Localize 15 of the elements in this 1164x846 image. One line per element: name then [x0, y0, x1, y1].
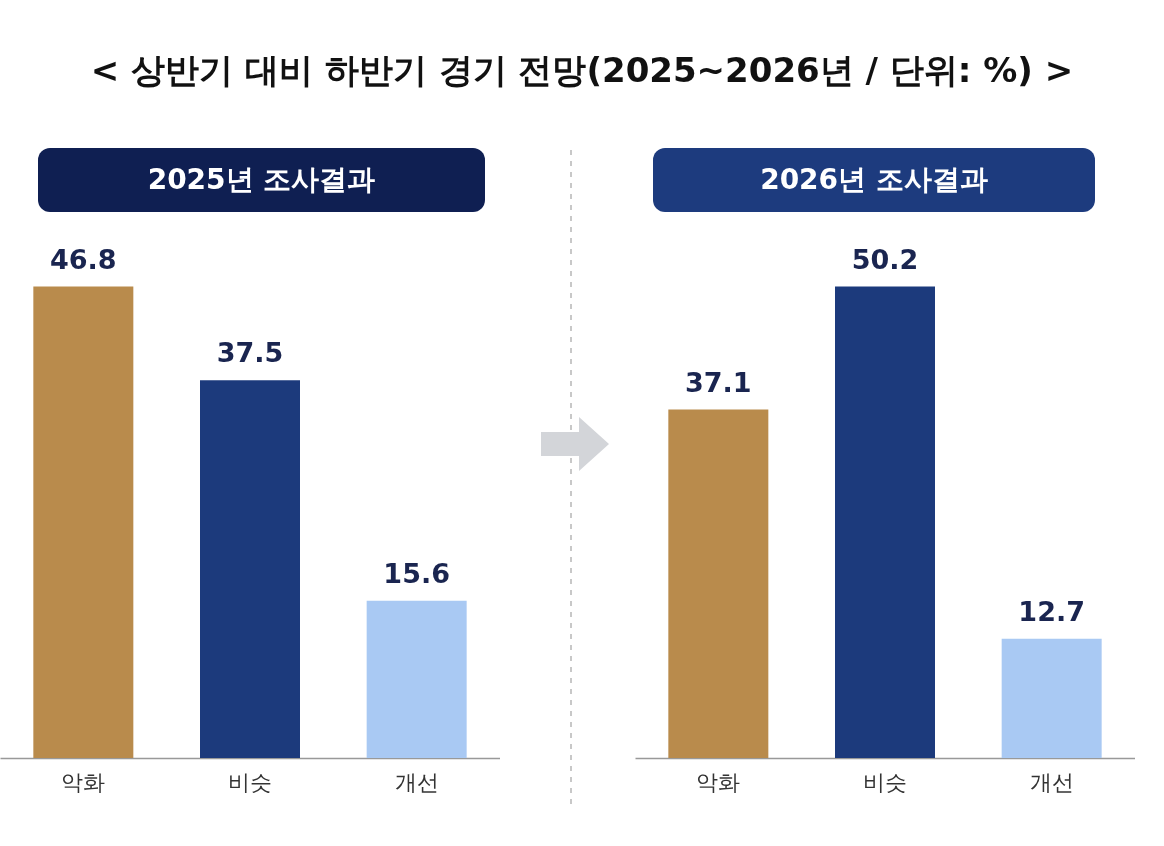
x-tick-label: 악화	[61, 769, 106, 795]
data-label: 50.2	[851, 243, 919, 275]
data-label: 46.8	[50, 243, 117, 275]
x-tick-label: 악화	[696, 769, 741, 795]
chart-subtitle: 2025년 조사결과	[38, 148, 485, 212]
x-tick-label: 비슷	[228, 769, 272, 795]
data-label: 37.5	[216, 337, 284, 369]
x-tick-label: 비슷	[863, 769, 907, 795]
x-tick-label: 개선	[1029, 769, 1074, 795]
x-tick-label: 개선	[394, 769, 439, 795]
data-label: 12.7	[1018, 595, 1085, 627]
chart-subtitle: 2026년 조사결과	[653, 148, 1095, 212]
text: < 상반기 대비 하반기 경기 전망(2025~2026년 / 단위: %) >	[89, 49, 1075, 92]
data-label: 15.6	[383, 557, 450, 589]
data-label: 37.1	[685, 366, 752, 398]
